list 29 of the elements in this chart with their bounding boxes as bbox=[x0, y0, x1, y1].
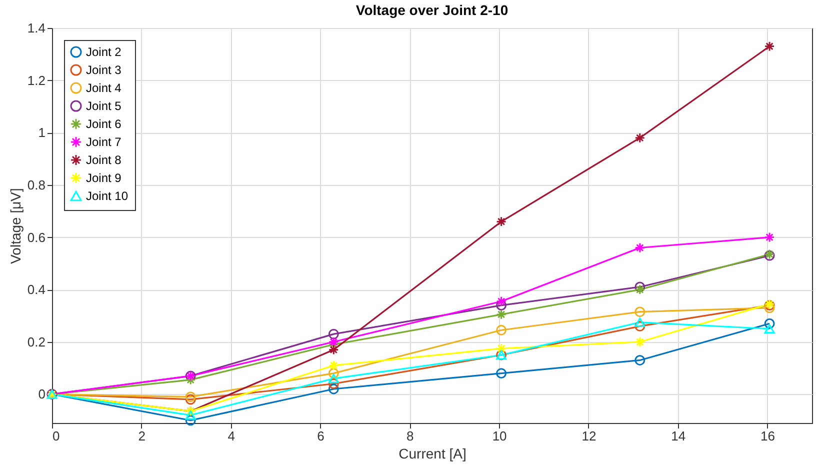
y-tick-label: 1.4 bbox=[27, 20, 46, 36]
y-tick-label: 0.2 bbox=[27, 334, 46, 350]
y-tick-label: 0.8 bbox=[27, 177, 46, 192]
legend-label: Joint 9 bbox=[86, 171, 122, 185]
chart-title: Voltage over Joint 2-10 bbox=[356, 2, 508, 18]
x-tick-label: 10 bbox=[492, 428, 507, 444]
x-tick-label: 8 bbox=[406, 428, 414, 444]
y-tick-label: 0.4 bbox=[27, 282, 46, 298]
y-tick-label: 1.2 bbox=[27, 72, 46, 88]
x-tick-label: 12 bbox=[582, 428, 596, 444]
x-axis-title: Current [A] bbox=[398, 446, 466, 462]
legend-label: Joint 5 bbox=[86, 99, 122, 113]
legend-label: Joint 3 bbox=[86, 63, 122, 77]
legend-label: Joint 2 bbox=[86, 45, 122, 59]
legend-label: Joint 10 bbox=[86, 189, 128, 203]
y-tick-label: 0 bbox=[38, 386, 46, 402]
x-tick-label: 2 bbox=[138, 428, 146, 444]
x-tick-label: 4 bbox=[228, 428, 235, 444]
x-tick-label: 14 bbox=[671, 428, 686, 444]
x-tick-label: 6 bbox=[317, 428, 324, 444]
legend-label: Joint 8 bbox=[86, 153, 122, 167]
y-axis-title: Voltage [μV] bbox=[7, 188, 24, 264]
legend-label: Joint 6 bbox=[86, 117, 122, 131]
legend-label: Joint 4 bbox=[86, 81, 122, 95]
legend-label: Joint 7 bbox=[86, 135, 122, 149]
x-tick-label: 16 bbox=[760, 428, 776, 444]
y-tick-label: 0.6 bbox=[27, 230, 46, 245]
y-tick-label: 1 bbox=[38, 125, 46, 140]
x-tick-label: 0 bbox=[52, 428, 60, 444]
